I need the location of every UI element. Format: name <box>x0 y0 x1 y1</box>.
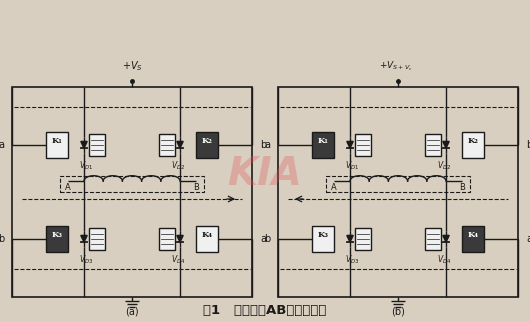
Text: K₁: K₁ <box>51 137 63 145</box>
Text: A: A <box>65 183 71 192</box>
Bar <box>12 87 252 297</box>
Text: K₂: K₂ <box>201 137 213 145</box>
Text: (b): (b) <box>391 306 405 316</box>
Polygon shape <box>443 235 449 242</box>
Bar <box>89 228 105 250</box>
Text: b: b <box>0 234 4 244</box>
Text: K₃: K₃ <box>317 231 329 239</box>
Text: b: b <box>260 140 266 150</box>
Polygon shape <box>347 235 353 242</box>
Bar <box>326 176 470 192</box>
Text: $+V_S$: $+V_S$ <box>121 59 143 73</box>
Text: K₁: K₁ <box>317 137 329 145</box>
Text: $V_{D3}$: $V_{D3}$ <box>345 253 359 266</box>
Text: $V_{D2}$: $V_{D2}$ <box>171 159 185 172</box>
Text: $V_{D4}$: $V_{D4}$ <box>171 253 185 266</box>
Bar <box>312 132 334 158</box>
Text: KIA: KIA <box>227 155 303 193</box>
Bar <box>196 132 218 158</box>
Text: (a): (a) <box>125 306 139 316</box>
Text: B: B <box>193 183 199 192</box>
Bar <box>46 132 68 158</box>
Bar <box>312 226 334 252</box>
Text: $V_{D2}$: $V_{D2}$ <box>437 159 451 172</box>
Bar <box>159 134 175 156</box>
Text: a: a <box>260 234 266 244</box>
Text: a: a <box>264 140 270 150</box>
Polygon shape <box>177 235 183 242</box>
Polygon shape <box>81 235 87 242</box>
Text: $V_{D1}$: $V_{D1}$ <box>345 159 359 172</box>
Text: K₂: K₂ <box>467 137 479 145</box>
Bar <box>355 228 371 250</box>
Bar <box>196 226 218 252</box>
Bar <box>159 228 175 250</box>
Text: $V_{D1}$: $V_{D1}$ <box>79 159 93 172</box>
Polygon shape <box>443 141 449 148</box>
Bar <box>425 134 441 156</box>
Text: a: a <box>0 140 4 150</box>
Bar <box>462 132 484 158</box>
Polygon shape <box>177 141 183 148</box>
Text: a: a <box>526 234 530 244</box>
Bar <box>462 226 484 252</box>
Bar <box>425 228 441 250</box>
Text: B: B <box>459 183 465 192</box>
Text: K₄: K₄ <box>467 231 479 239</box>
Bar <box>46 226 68 252</box>
Text: b: b <box>264 234 270 244</box>
Polygon shape <box>347 141 353 148</box>
Text: $V_{D3}$: $V_{D3}$ <box>79 253 93 266</box>
Polygon shape <box>81 141 87 148</box>
Bar <box>60 176 204 192</box>
Text: K₃: K₃ <box>51 231 63 239</box>
Bar <box>355 134 371 156</box>
Bar <box>89 134 105 156</box>
Text: 图1   电机绕组AB的电流方向: 图1 电机绕组AB的电流方向 <box>204 304 326 317</box>
Text: $V_{D4}$: $V_{D4}$ <box>437 253 451 266</box>
Bar <box>278 87 518 297</box>
Text: A: A <box>331 183 337 192</box>
Text: K₄: K₄ <box>201 231 213 239</box>
Text: b: b <box>526 140 530 150</box>
Text: $+V_{S+V_c}$: $+V_{S+V_c}$ <box>379 60 413 73</box>
